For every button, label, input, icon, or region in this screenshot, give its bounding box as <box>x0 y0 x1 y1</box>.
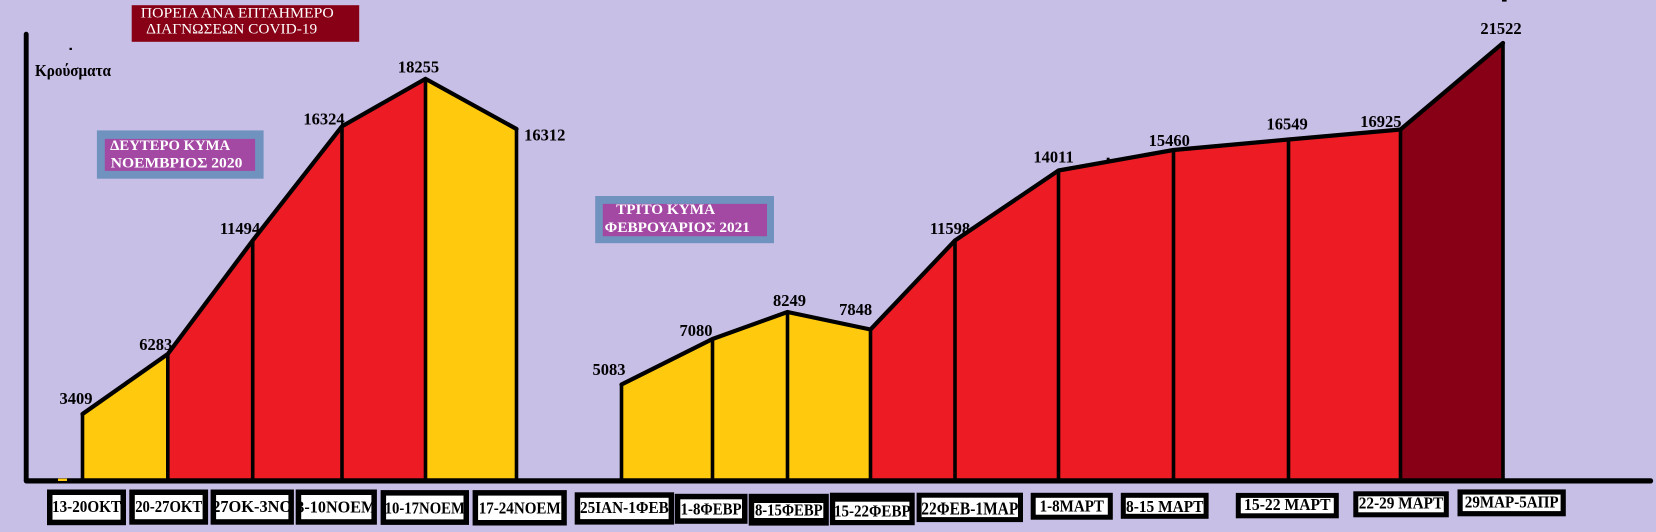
svg-text:ΠΟΡΕΙΑ ΑΝΑ ΕΠΤΑΗΜΕΡΟ: ΠΟΡΕΙΑ ΑΝΑ ΕΠΤΑΗΜΕΡΟ <box>141 5 334 21</box>
svg-text:11494: 11494 <box>220 219 260 238</box>
svg-text:22ΦΕΒ-1ΜΑΡ: 22ΦΕΒ-1ΜΑΡ <box>921 499 1018 519</box>
svg-text:3-10ΝΟΕΜ: 3-10ΝΟΕΜ <box>296 498 376 517</box>
svg-text:ΔΕΥΤΕΡΟ ΚΥΜΑ: ΔΕΥΤΕΡΟ ΚΥΜΑ <box>110 138 231 154</box>
svg-text:17-24ΝΟΕΜ: 17-24ΝΟΕΜ <box>479 498 561 517</box>
svg-text:6283: 6283 <box>139 335 172 354</box>
svg-text:8-15ΦΕΒΡ: 8-15ΦΕΒΡ <box>755 501 823 520</box>
svg-text:8-15 ΜΑΡΤ: 8-15 ΜΑΡΤ <box>1126 497 1204 516</box>
svg-text:22-29 ΜΑΡΤ: 22-29 ΜΑΡΤ <box>1359 494 1444 513</box>
svg-text:16324: 16324 <box>303 109 344 128</box>
svg-text:Κρούσματα: Κρούσματα <box>35 61 112 80</box>
svg-text:7848: 7848 <box>839 300 872 319</box>
svg-text:16312: 16312 <box>524 126 565 145</box>
svg-text:27ΟΚ-3ΝΟ: 27ΟΚ-3ΝΟ <box>212 497 292 516</box>
svg-text:20-27ΟΚΤ: 20-27ΟΚΤ <box>135 497 203 516</box>
svg-text:8249: 8249 <box>773 291 806 310</box>
svg-text:3409: 3409 <box>60 389 93 408</box>
svg-text:18255: 18255 <box>398 57 439 76</box>
svg-text:1-8ΦΕΒΡ: 1-8ΦΕΒΡ <box>681 500 742 519</box>
svg-text:1-8ΜΑΡΤ: 1-8ΜΑΡΤ <box>1040 497 1105 516</box>
svg-text:15-22ΦΕΒΡ: 15-22ΦΕΒΡ <box>834 502 911 521</box>
svg-text:ΝΟΕΜΒΡΙΟΣ 2020: ΝΟΕΜΒΡΙΟΣ 2020 <box>111 155 243 171</box>
svg-text:25ΙΑΝ-1ΦΕΒ: 25ΙΑΝ-1ΦΕΒ <box>580 498 669 517</box>
svg-text:10-17ΝΟΕΜ: 10-17ΝΟΕΜ <box>385 498 465 517</box>
svg-text:7080: 7080 <box>680 321 713 340</box>
svg-text:15460: 15460 <box>1149 131 1190 150</box>
svg-text:ΤΡΙΤΟ ΚΥΜΑ: ΤΡΙΤΟ ΚΥΜΑ <box>616 202 716 218</box>
svg-text:11598: 11598 <box>930 219 970 238</box>
svg-text:29ΜΑΡ-5ΑΠΡ: 29ΜΑΡ-5ΑΠΡ <box>1465 493 1559 512</box>
svg-text:16549: 16549 <box>1266 115 1307 134</box>
svg-text:5083: 5083 <box>593 360 626 379</box>
svg-text:15-22 ΜΑΡΤ: 15-22 ΜΑΡΤ <box>1244 495 1331 514</box>
svg-text:ΦΕΒΡΟΥΑΡΙΟΣ 2021: ΦΕΒΡΟΥΑΡΙΟΣ 2021 <box>605 220 750 236</box>
svg-text:13-20ΟΚΤ: 13-20ΟΚΤ <box>52 497 122 516</box>
svg-text:21522: 21522 <box>1480 19 1521 38</box>
svg-text:16925: 16925 <box>1360 112 1401 131</box>
svg-text:ΔΙΑΓΝΩΣΕΩΝ COVID-19: ΔΙΑΓΝΩΣΕΩΝ COVID-19 <box>146 22 317 38</box>
svg-text:14011: 14011 <box>1033 148 1073 167</box>
